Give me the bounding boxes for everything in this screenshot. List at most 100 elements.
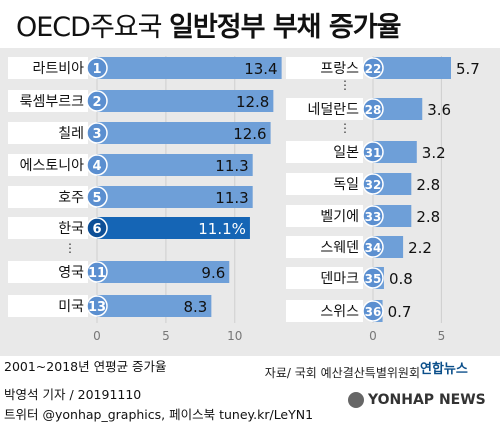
rank-badge xyxy=(362,173,384,195)
category-label: 독일 xyxy=(333,177,359,193)
category-label: 벨기에 xyxy=(320,209,359,225)
category-label: 덴마크 xyxy=(320,271,359,287)
rank-label: 2 xyxy=(92,95,101,110)
rank-badge xyxy=(86,186,108,208)
bar xyxy=(97,186,253,208)
title-light: OECD주요국 xyxy=(16,12,162,43)
category-label-box xyxy=(286,141,363,163)
bar xyxy=(97,261,230,283)
watermark-text: YONHAP NEWS xyxy=(368,392,486,408)
brand-logo: 연합뉴스 xyxy=(420,362,468,377)
rank-badge xyxy=(86,122,108,144)
category-label-box xyxy=(286,236,363,258)
ellipsis-marker: ⋮ xyxy=(339,121,351,135)
chart-title: OECD주요국 일반정부 부채 증가율 xyxy=(16,5,401,44)
category-label: 미국 xyxy=(58,299,84,315)
rank-label: 22 xyxy=(365,62,382,76)
source-text: 자료/ 국회 예산결산특별위원회 xyxy=(264,366,420,380)
ellipsis-marker: ⋮ xyxy=(339,78,351,92)
value-label: 13.4 xyxy=(244,60,277,78)
x-tick-label: 5 xyxy=(162,329,170,343)
x-tick-label: 0 xyxy=(369,329,377,343)
value-label: 5.7 xyxy=(456,60,480,78)
bar xyxy=(97,154,253,176)
rank-label: 36 xyxy=(365,305,382,319)
rank-label: 28 xyxy=(365,103,382,117)
category-label-box xyxy=(8,90,88,112)
category-label: 일본 xyxy=(333,145,359,161)
x-tick-label: 0 xyxy=(93,329,101,343)
rank-badge xyxy=(362,267,384,289)
title-bar: OECD주요국 일반정부 부채 증가율 xyxy=(0,0,500,48)
rank-label: 35 xyxy=(365,272,382,286)
bar xyxy=(97,122,271,144)
category-label-box xyxy=(8,261,88,283)
category-label: 한국 xyxy=(58,221,84,237)
value-label: 11.3 xyxy=(215,189,248,207)
x-tick-label: 5 xyxy=(438,329,446,343)
bar xyxy=(97,217,250,239)
bar xyxy=(373,141,417,163)
category-label: 스웨덴 xyxy=(320,240,359,256)
rank-label: 13 xyxy=(88,300,106,315)
rank-badge xyxy=(362,57,384,79)
rank-label: 3 xyxy=(92,127,101,142)
category-label: 호주 xyxy=(58,190,84,206)
yonhap-logo-icon xyxy=(348,392,364,408)
category-label: 라트비아 xyxy=(32,61,84,77)
value-label: 11.3 xyxy=(215,157,248,175)
category-label-box xyxy=(286,57,363,79)
ellipsis-marker: ⋮ xyxy=(64,241,76,255)
bar xyxy=(373,98,423,120)
rank-label: 31 xyxy=(365,146,382,160)
title-bold: 일반정부 부채 증가율 xyxy=(169,12,401,43)
category-label-box xyxy=(8,186,88,208)
rank-badge xyxy=(86,57,108,79)
category-label: 칠레 xyxy=(58,126,84,142)
category-label-box xyxy=(286,98,363,120)
category-label: 네덜란드 xyxy=(307,102,359,118)
rank-badge xyxy=(86,90,108,112)
category-label-box xyxy=(8,295,88,317)
rank-badge xyxy=(86,261,108,283)
period-note: 2001~2018년 연평균 증가율 xyxy=(4,359,167,374)
reporter-line: 박영석 기자 / 20191110 xyxy=(4,387,142,402)
rank-badge xyxy=(362,300,384,322)
rank-label: 6 xyxy=(92,222,101,237)
x-tick-label: 10 xyxy=(227,329,242,343)
value-label: 0.7 xyxy=(388,303,412,321)
rank-badge xyxy=(86,217,108,239)
bar xyxy=(97,90,274,112)
value-label: 0.8 xyxy=(389,270,413,288)
rank-label: 33 xyxy=(365,210,382,224)
value-label: 12.6 xyxy=(233,125,266,143)
category-label-box xyxy=(286,205,363,227)
rank-badge xyxy=(86,295,108,317)
social-line: 트위터 @yonhap_graphics, 페이스북 tuney.kr/LeYN… xyxy=(4,407,314,422)
category-label: 에스토니아 xyxy=(20,158,85,174)
rank-label: 1 xyxy=(92,62,101,77)
value-label: 3.2 xyxy=(422,144,446,162)
rank-badge xyxy=(86,154,108,176)
category-label-box xyxy=(8,57,88,79)
category-label: 영국 xyxy=(58,265,84,281)
bar xyxy=(373,57,451,79)
rank-badge xyxy=(362,236,384,258)
bar xyxy=(97,295,212,317)
rank-badge xyxy=(362,98,384,120)
category-label: 프랑스 xyxy=(320,61,359,77)
category-label-box xyxy=(8,154,88,176)
value-label: 2.8 xyxy=(416,208,440,226)
rank-label: 34 xyxy=(365,241,382,255)
category-label-box xyxy=(286,173,363,195)
value-label: 12.8 xyxy=(236,93,269,111)
value-label: 3.6 xyxy=(427,101,451,119)
rank-label: 32 xyxy=(365,178,382,192)
bar xyxy=(97,57,282,79)
yonhap-watermark: YONHAP NEWS xyxy=(348,392,486,408)
rank-label: 4 xyxy=(92,159,101,174)
value-label: 9.6 xyxy=(201,264,225,282)
category-label-box xyxy=(8,217,88,239)
value-label: 2.8 xyxy=(416,176,440,194)
value-label: 11.1% xyxy=(198,220,246,238)
